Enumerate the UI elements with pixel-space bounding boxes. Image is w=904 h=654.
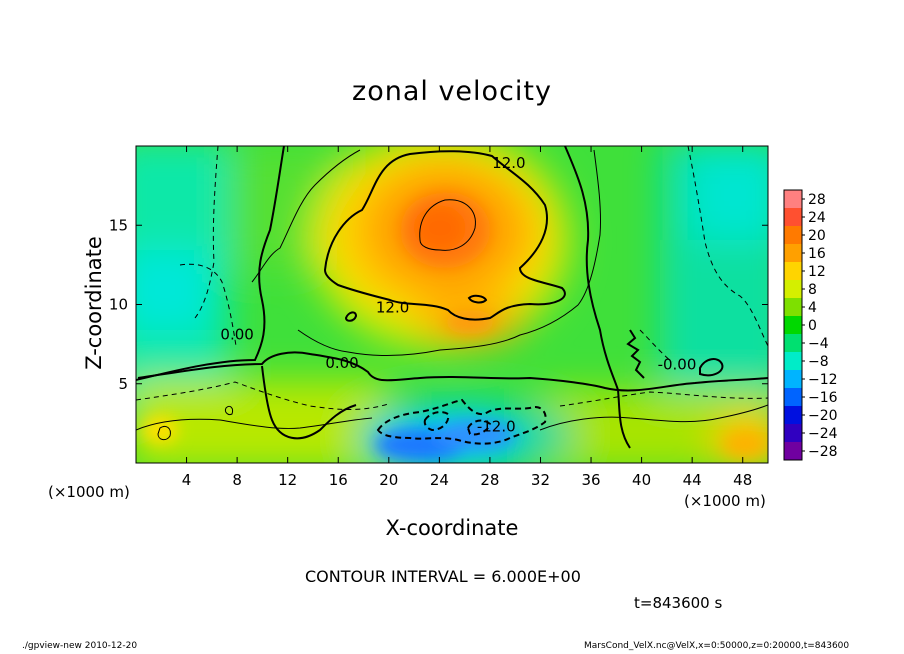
colorbar-label: 8 (808, 282, 817, 298)
colorbar-swatch (784, 298, 802, 316)
colorbar-swatch (784, 190, 802, 208)
time-label: t=843600 s (634, 594, 723, 612)
colorbar-swatch (784, 262, 802, 280)
colorbar-swatch (784, 388, 802, 406)
colorbar-label: 4 (808, 300, 817, 316)
x-axis: 4 8 12 16 20 24 28 32 36 40 44 48 (182, 146, 752, 489)
x-tick-label: 44 (683, 471, 702, 489)
colorbar-swatch (784, 424, 802, 442)
colorbar-label: 16 (808, 246, 826, 262)
y-tick-label: 15 (109, 216, 128, 234)
colorbar-label: 0 (808, 318, 817, 334)
contour-label: 0.00 (325, 354, 358, 372)
contour-interval-note: CONTOUR INTERVAL = 6.000E+00 (305, 567, 581, 586)
contour-label: -12.0 (477, 417, 516, 435)
colorbar-swatch (784, 442, 802, 460)
x-tick-label: 16 (329, 471, 348, 489)
colorbar: 28 24 20 16 12 8 4 0 −4 −8 −12 −16 −20 −24 −28 (783, 189, 838, 461)
contour-zero-lines (136, 146, 768, 449)
y-axis-title: Z-coordinate (82, 236, 106, 370)
colorbar-swatch (784, 370, 802, 388)
y-axis: 5 10 15 (109, 216, 768, 393)
colorbar-label: −8 (808, 354, 829, 370)
colorbar-label: −4 (808, 336, 829, 352)
footer-left: ./gpview-new 2010-12-20 (22, 641, 138, 651)
y-tick-label: 10 (109, 296, 128, 314)
colorbar-swatch (784, 226, 802, 244)
contour-12-lines (323, 150, 566, 322)
contour-negative-12-lines (376, 398, 547, 445)
colorbar-label: −24 (808, 426, 838, 442)
colorbar-swatch (784, 334, 802, 352)
contour-label: 12.0 (376, 298, 409, 316)
colorbar-swatch (784, 280, 802, 298)
heatmap-field (136, 146, 768, 463)
colorbar-label: −28 (808, 444, 838, 460)
x-tick-label: 8 (232, 471, 242, 489)
x-tick-label: 4 (182, 471, 192, 489)
x-tick-label: 36 (581, 471, 600, 489)
y-tick-label: 5 (118, 375, 128, 393)
colorbar-swatch (784, 316, 802, 334)
x-tick-label: 20 (379, 471, 398, 489)
colorbar-swatch (784, 208, 802, 226)
x-tick-label: 28 (480, 471, 499, 489)
colorbar-label: −12 (808, 372, 838, 388)
x-tick-label: 48 (733, 471, 752, 489)
contour-label: -0.00 (658, 355, 697, 373)
colorbar-label: −16 (808, 390, 838, 406)
x-tick-label: 24 (430, 471, 449, 489)
colorbar-swatch (784, 352, 802, 370)
colorbar-label: 24 (808, 210, 826, 226)
colorbar-label: 20 (808, 228, 826, 244)
colorbar-label: 12 (808, 264, 826, 280)
chart-title: zonal velocity (352, 76, 552, 107)
x-tick-label: 12 (278, 471, 297, 489)
x-unit-label-right: (×1000 m) (684, 492, 766, 510)
contour-dashed-lines (136, 146, 768, 410)
colorbar-label: 28 (808, 192, 826, 208)
contour-label: 12.0 (492, 154, 525, 172)
x-unit-label-left: (×1000 m) (48, 483, 130, 501)
x-tick-label: 32 (531, 471, 550, 489)
contour-thin-lines (136, 149, 768, 441)
colorbar-swatch (784, 244, 802, 262)
x-tick-label: 40 (632, 471, 651, 489)
contour-labels: 12.0 12.0 0.00 0.00 -0.00 -12.0 (220, 154, 696, 435)
colorbar-swatch (784, 406, 802, 424)
contour-label: 0.00 (220, 325, 253, 343)
footer-right: MarsCond_VelX.nc@VelX,x=0:50000,z=0:2000… (584, 641, 850, 651)
colorbar-label: −20 (808, 408, 838, 424)
x-axis-title: X-coordinate (385, 516, 519, 540)
